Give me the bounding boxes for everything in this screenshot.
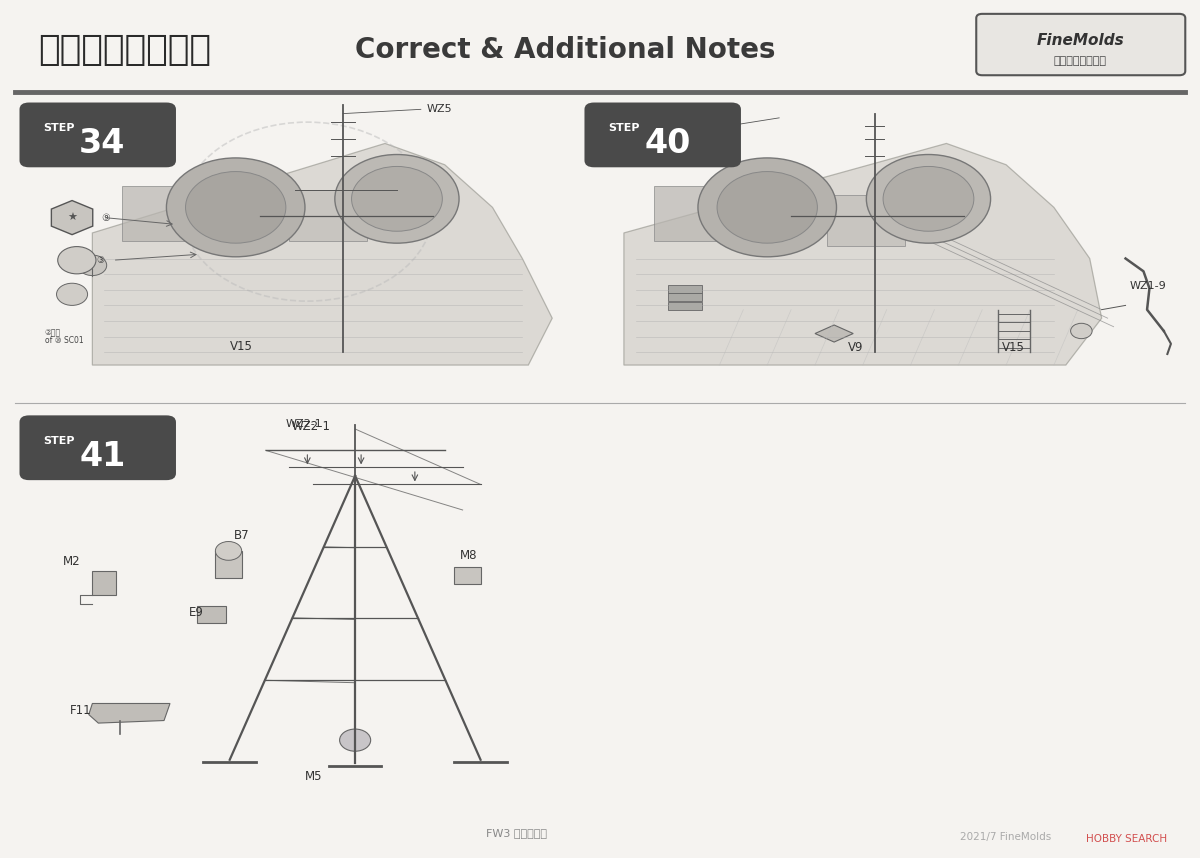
- Circle shape: [78, 255, 107, 275]
- Text: HOBBY SEARCH: HOBBY SEARCH: [1086, 835, 1168, 844]
- Circle shape: [883, 166, 974, 232]
- Text: F11: F11: [70, 704, 91, 716]
- Text: M8: M8: [460, 548, 478, 562]
- FancyBboxPatch shape: [19, 415, 176, 480]
- Bar: [289, 190, 367, 241]
- Text: Correct & Additional Notes: Correct & Additional Notes: [355, 36, 775, 63]
- Circle shape: [1070, 323, 1092, 339]
- Bar: [668, 302, 702, 310]
- Polygon shape: [92, 143, 552, 365]
- Text: ★: ★: [67, 213, 77, 222]
- Text: WZ1-9: WZ1-9: [1129, 281, 1166, 291]
- Text: WZ5: WZ5: [427, 105, 452, 114]
- Circle shape: [866, 154, 990, 243]
- Text: ②また: ②また: [44, 329, 61, 337]
- Text: FineMolds: FineMolds: [1037, 33, 1124, 48]
- Text: WZ5: WZ5: [672, 123, 697, 133]
- Circle shape: [58, 246, 96, 274]
- Circle shape: [167, 158, 305, 257]
- Text: ③: ③: [96, 256, 104, 265]
- Circle shape: [335, 154, 460, 243]
- Polygon shape: [624, 143, 1102, 365]
- Circle shape: [186, 172, 286, 243]
- Text: V9: V9: [848, 341, 863, 354]
- Text: 2021/7 FineMolds: 2021/7 FineMolds: [960, 832, 1051, 842]
- Text: V15: V15: [1002, 341, 1025, 354]
- Bar: [198, 607, 226, 624]
- Text: WZ2-1: WZ2-1: [286, 420, 322, 429]
- Polygon shape: [815, 325, 853, 342]
- Bar: [827, 195, 905, 245]
- Bar: [122, 186, 229, 241]
- Text: ⑨: ⑨: [101, 213, 110, 222]
- Text: 41: 41: [79, 440, 126, 473]
- Text: ファインモールド: ファインモールド: [1054, 56, 1106, 66]
- Bar: [668, 285, 702, 293]
- Text: 40: 40: [644, 127, 690, 160]
- Text: FW3 補足／訂正: FW3 補足／訂正: [486, 829, 547, 838]
- Text: WZ2-1: WZ2-1: [292, 420, 330, 433]
- Bar: [654, 186, 761, 241]
- Text: 補足／訂正説明書: 補足／訂正説明書: [38, 33, 211, 67]
- Circle shape: [698, 158, 836, 257]
- Bar: [92, 571, 116, 595]
- Text: M5: M5: [305, 770, 322, 783]
- Bar: [455, 567, 480, 584]
- Circle shape: [718, 172, 817, 243]
- Text: E9: E9: [188, 606, 204, 619]
- Text: STEP: STEP: [43, 436, 74, 446]
- Bar: [215, 551, 241, 578]
- FancyBboxPatch shape: [19, 102, 176, 167]
- Text: STEP: STEP: [608, 123, 640, 133]
- Text: M2: M2: [64, 554, 80, 568]
- Text: STEP: STEP: [43, 123, 74, 133]
- Text: V15: V15: [230, 340, 253, 353]
- FancyBboxPatch shape: [977, 14, 1186, 76]
- Circle shape: [340, 729, 371, 752]
- Text: of ⑩ SC01: of ⑩ SC01: [44, 335, 83, 345]
- Circle shape: [215, 541, 241, 560]
- Text: B7: B7: [234, 529, 250, 542]
- Bar: [668, 293, 702, 301]
- FancyBboxPatch shape: [584, 102, 740, 167]
- Polygon shape: [89, 704, 170, 723]
- Text: 34: 34: [79, 127, 126, 160]
- Circle shape: [352, 166, 443, 232]
- Circle shape: [56, 283, 88, 305]
